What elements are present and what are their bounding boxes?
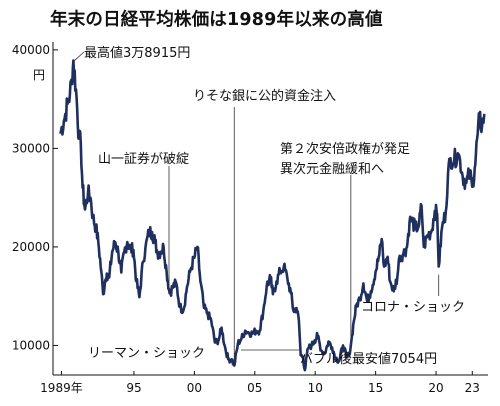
y-tick-label: 20000 <box>12 240 50 254</box>
x-tick-label: 20 <box>428 381 443 395</box>
x-tick-label: 05 <box>247 381 262 395</box>
axes: 10000 20000 30000 40000 1989年 95 00 05 10 15 20 23 <box>12 42 488 395</box>
y-unit-label: 円 <box>33 68 45 82</box>
chart-title: 年末の日経平均株価は1989年以来の高値 <box>50 10 383 30</box>
y-tick-label: 30000 <box>12 141 50 155</box>
y-tick-label: 10000 <box>12 338 50 352</box>
annotation-abe: 第２次安倍政権が発足 <box>280 141 410 157</box>
x-tick-label: 1989年 <box>40 381 83 395</box>
annotation-resona: りそな銀に公的資金注入 <box>193 88 336 104</box>
leader-line <box>74 51 85 61</box>
annotation-covid: コロナ・ショック <box>361 300 465 315</box>
annotation-peak: 最高値3万8915円 <box>84 45 190 61</box>
annotation-easing: 異次元金融緩和へ <box>280 161 384 177</box>
annotation-yamaichi: 山一証券が破綻 <box>98 151 189 167</box>
x-tick-label: 23 <box>465 381 480 395</box>
x-tick-label: 15 <box>368 381 383 395</box>
x-tick-label: 95 <box>126 381 141 395</box>
x-tick-label: 10 <box>308 381 323 395</box>
annotation-low: バブル後最安値7054円 <box>300 351 437 367</box>
x-tick-label: 00 <box>187 381 202 395</box>
series-layer <box>59 59 486 372</box>
series-line-nikkei <box>59 59 486 372</box>
annotation-lehman: リーマン・ショック <box>88 346 205 361</box>
y-tick-label: 40000 <box>12 43 50 57</box>
